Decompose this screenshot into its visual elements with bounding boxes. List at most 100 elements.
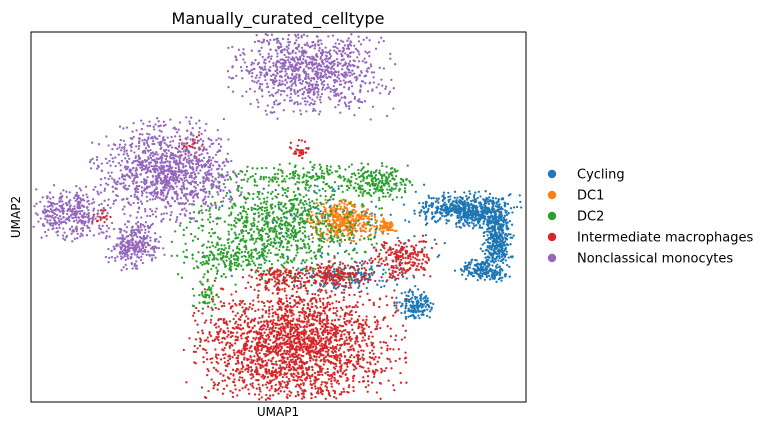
data-point [507, 211, 510, 215]
data-point [461, 196, 464, 200]
data-point [332, 311, 335, 315]
data-point [373, 225, 376, 228]
data-point [299, 193, 302, 197]
data-point [468, 266, 472, 269]
data-point [312, 202, 316, 205]
data-point [272, 345, 275, 348]
data-point [399, 181, 402, 184]
data-point [339, 207, 343, 211]
data-point [472, 196, 476, 199]
data-point [304, 183, 308, 186]
data-point [350, 176, 353, 179]
data-point [314, 227, 317, 230]
data-point [207, 262, 210, 266]
data-point [395, 283, 399, 286]
data-point [219, 318, 223, 321]
data-point [427, 207, 430, 211]
data-point [226, 238, 229, 241]
data-point [420, 313, 423, 316]
data-point [230, 211, 233, 214]
data-point [385, 295, 388, 298]
data-point [485, 271, 489, 275]
data-point [492, 220, 495, 224]
data-point [374, 355, 377, 359]
data-point [241, 387, 244, 390]
data-point [263, 245, 266, 248]
data-point [456, 196, 459, 199]
data-point [264, 338, 267, 341]
data-point [324, 341, 327, 344]
data-point [366, 175, 369, 178]
data-point [224, 353, 227, 356]
data-point [356, 183, 360, 186]
data-point [357, 286, 360, 290]
data-point [504, 203, 507, 206]
data-point [285, 175, 288, 178]
data-point [300, 364, 304, 367]
data-point [362, 221, 366, 224]
data-point [262, 249, 265, 252]
data-point [274, 188, 277, 192]
data-point [294, 330, 297, 333]
data-point [342, 351, 346, 354]
data-point [304, 186, 307, 189]
data-point [367, 337, 370, 340]
data-point [487, 209, 490, 212]
data-point [253, 242, 256, 245]
data-point [220, 275, 223, 278]
data-point [227, 223, 230, 226]
data-point [194, 362, 197, 365]
data-point [321, 219, 324, 222]
data-point [498, 252, 501, 255]
data-point [271, 190, 274, 194]
data-point [366, 169, 370, 173]
data-point [228, 214, 231, 217]
data-point [262, 197, 266, 200]
data-point [428, 316, 431, 319]
data-point [436, 219, 440, 223]
data-point [500, 259, 504, 262]
data-point [338, 329, 342, 333]
data-point [314, 257, 318, 260]
data-point [389, 220, 393, 224]
data-point [319, 167, 322, 171]
data-point [333, 204, 336, 207]
data-point [252, 330, 256, 334]
data-point [271, 197, 274, 200]
data-point [307, 189, 310, 192]
data-point [389, 360, 392, 363]
data-point [405, 381, 408, 384]
data-point [303, 313, 306, 316]
data-point [285, 248, 288, 251]
data-point [210, 241, 214, 244]
data-point [236, 394, 239, 397]
data-point [480, 203, 483, 206]
data-point [520, 206, 523, 209]
data-point [311, 227, 315, 230]
data-point [357, 168, 360, 172]
data-point [221, 288, 225, 291]
data-point [350, 257, 353, 260]
data-point [257, 220, 260, 223]
data-point [301, 259, 304, 262]
data-point [208, 296, 211, 299]
data-point [222, 353, 225, 357]
data-point [234, 233, 237, 236]
data-point [322, 240, 326, 244]
data-point [490, 276, 493, 279]
data-point [239, 300, 242, 303]
data-point [299, 216, 302, 220]
data-point [309, 175, 312, 179]
data-point [350, 323, 353, 327]
data-point [482, 222, 485, 226]
data-point [282, 302, 285, 305]
data-point [504, 275, 507, 278]
data-point [272, 394, 275, 397]
data-point [197, 226, 200, 230]
data-point [274, 228, 277, 231]
data-point [277, 168, 280, 171]
data-point [216, 270, 219, 273]
data-point [199, 261, 202, 265]
data-point [389, 335, 393, 338]
data-point [285, 300, 289, 303]
